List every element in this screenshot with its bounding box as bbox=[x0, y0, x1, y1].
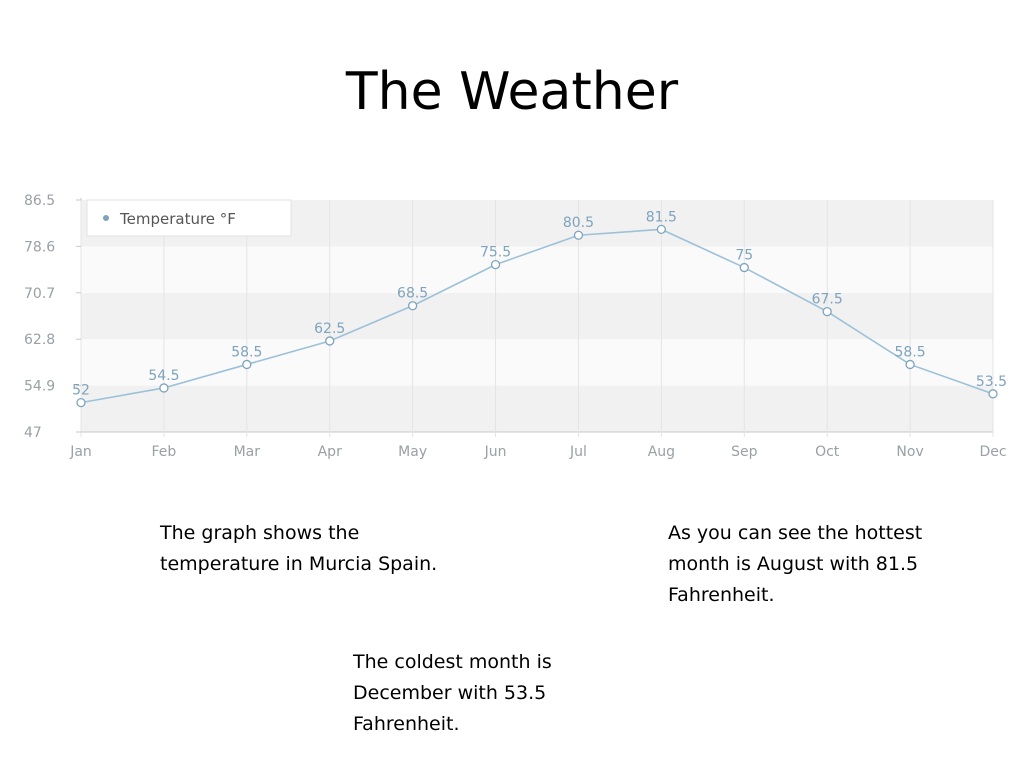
legend-marker bbox=[103, 215, 109, 221]
data-point bbox=[656, 224, 667, 235]
x-tick-label: Jun bbox=[484, 444, 507, 460]
data-point bbox=[573, 230, 584, 240]
data-label: 80.5 bbox=[563, 215, 594, 231]
data-label: 58.5 bbox=[231, 344, 262, 360]
text-right: As you can see the hottest month is Augu… bbox=[668, 522, 923, 606]
x-tick-label: Nov bbox=[896, 444, 923, 460]
data-point bbox=[159, 383, 169, 393]
y-tick-label: 62.8 bbox=[24, 332, 55, 348]
grid-band bbox=[81, 246, 993, 293]
data-point bbox=[76, 397, 86, 408]
legend: Temperature °F bbox=[86, 199, 292, 237]
temperature-chart: 47 54.9 62.8 70.7 78.6 86.5 Jan Feb Mar Apr May Ju… bbox=[24, 193, 1007, 460]
legend-box bbox=[86, 199, 292, 237]
text-bottom: The coldest month is December with 53.5 … bbox=[353, 651, 552, 735]
x-tick-label: Mar bbox=[234, 444, 261, 460]
x-tick-label: Oct bbox=[815, 444, 840, 460]
data-label: 67.5 bbox=[812, 292, 843, 308]
data-label: 81.5 bbox=[646, 209, 677, 225]
y-tick-label: 78.6 bbox=[24, 239, 55, 255]
data-point bbox=[988, 389, 998, 399]
x-axis-ticks: Jan Feb Mar Apr May Jun Jul Aug Sep Oct Nov Dec bbox=[69, 444, 1006, 460]
data-point bbox=[490, 259, 501, 270]
text-left: The graph shows the temperature in Murci… bbox=[160, 522, 438, 575]
x-tick-label: Jul bbox=[569, 444, 587, 460]
grid-band bbox=[81, 292, 993, 340]
data-point bbox=[822, 306, 832, 317]
x-tick-label: Jan bbox=[69, 444, 92, 460]
y-tick-label: 54.9 bbox=[24, 379, 55, 395]
data-label: 54.5 bbox=[148, 368, 179, 384]
y-axis-ticks: 47 54.9 62.8 70.7 78.6 86.5 bbox=[24, 193, 81, 441]
data-label: 62.5 bbox=[314, 321, 345, 337]
series-line bbox=[80, 228, 994, 404]
x-tick-label: Aug bbox=[648, 444, 675, 460]
data-point bbox=[407, 301, 418, 311]
data-label: 58.5 bbox=[895, 344, 926, 360]
data-label: 53.5 bbox=[976, 374, 1007, 390]
y-tick-label: 86.5 bbox=[24, 193, 55, 209]
y-tick-label: 47 bbox=[24, 425, 42, 441]
x-tick-label: Feb bbox=[152, 444, 177, 460]
plot-area: 52 54.5 58.5 62.5 68.5 75.5 80.5 81.5 75 67.5 58.5… bbox=[72, 209, 1007, 408]
data-label: 75.5 bbox=[480, 245, 511, 261]
data-label: 68.5 bbox=[397, 286, 428, 302]
grid-band bbox=[81, 339, 993, 386]
y-tick-label: 70.7 bbox=[24, 286, 55, 302]
data-label: 52 bbox=[72, 383, 90, 399]
slide-title: The Weather bbox=[345, 62, 679, 122]
grid-band bbox=[81, 385, 993, 432]
x-tick-label: Dec bbox=[979, 444, 1006, 460]
x-tick-label: Sep bbox=[731, 444, 758, 460]
data-point bbox=[325, 336, 335, 346]
data-point bbox=[242, 359, 252, 370]
x-tick-label: Apr bbox=[318, 444, 342, 460]
data-label: 75 bbox=[735, 248, 753, 264]
data-point bbox=[905, 359, 915, 370]
data-point bbox=[739, 262, 749, 273]
legend-entry: Temperature °F bbox=[119, 210, 236, 228]
x-tick-label: May bbox=[398, 444, 427, 460]
